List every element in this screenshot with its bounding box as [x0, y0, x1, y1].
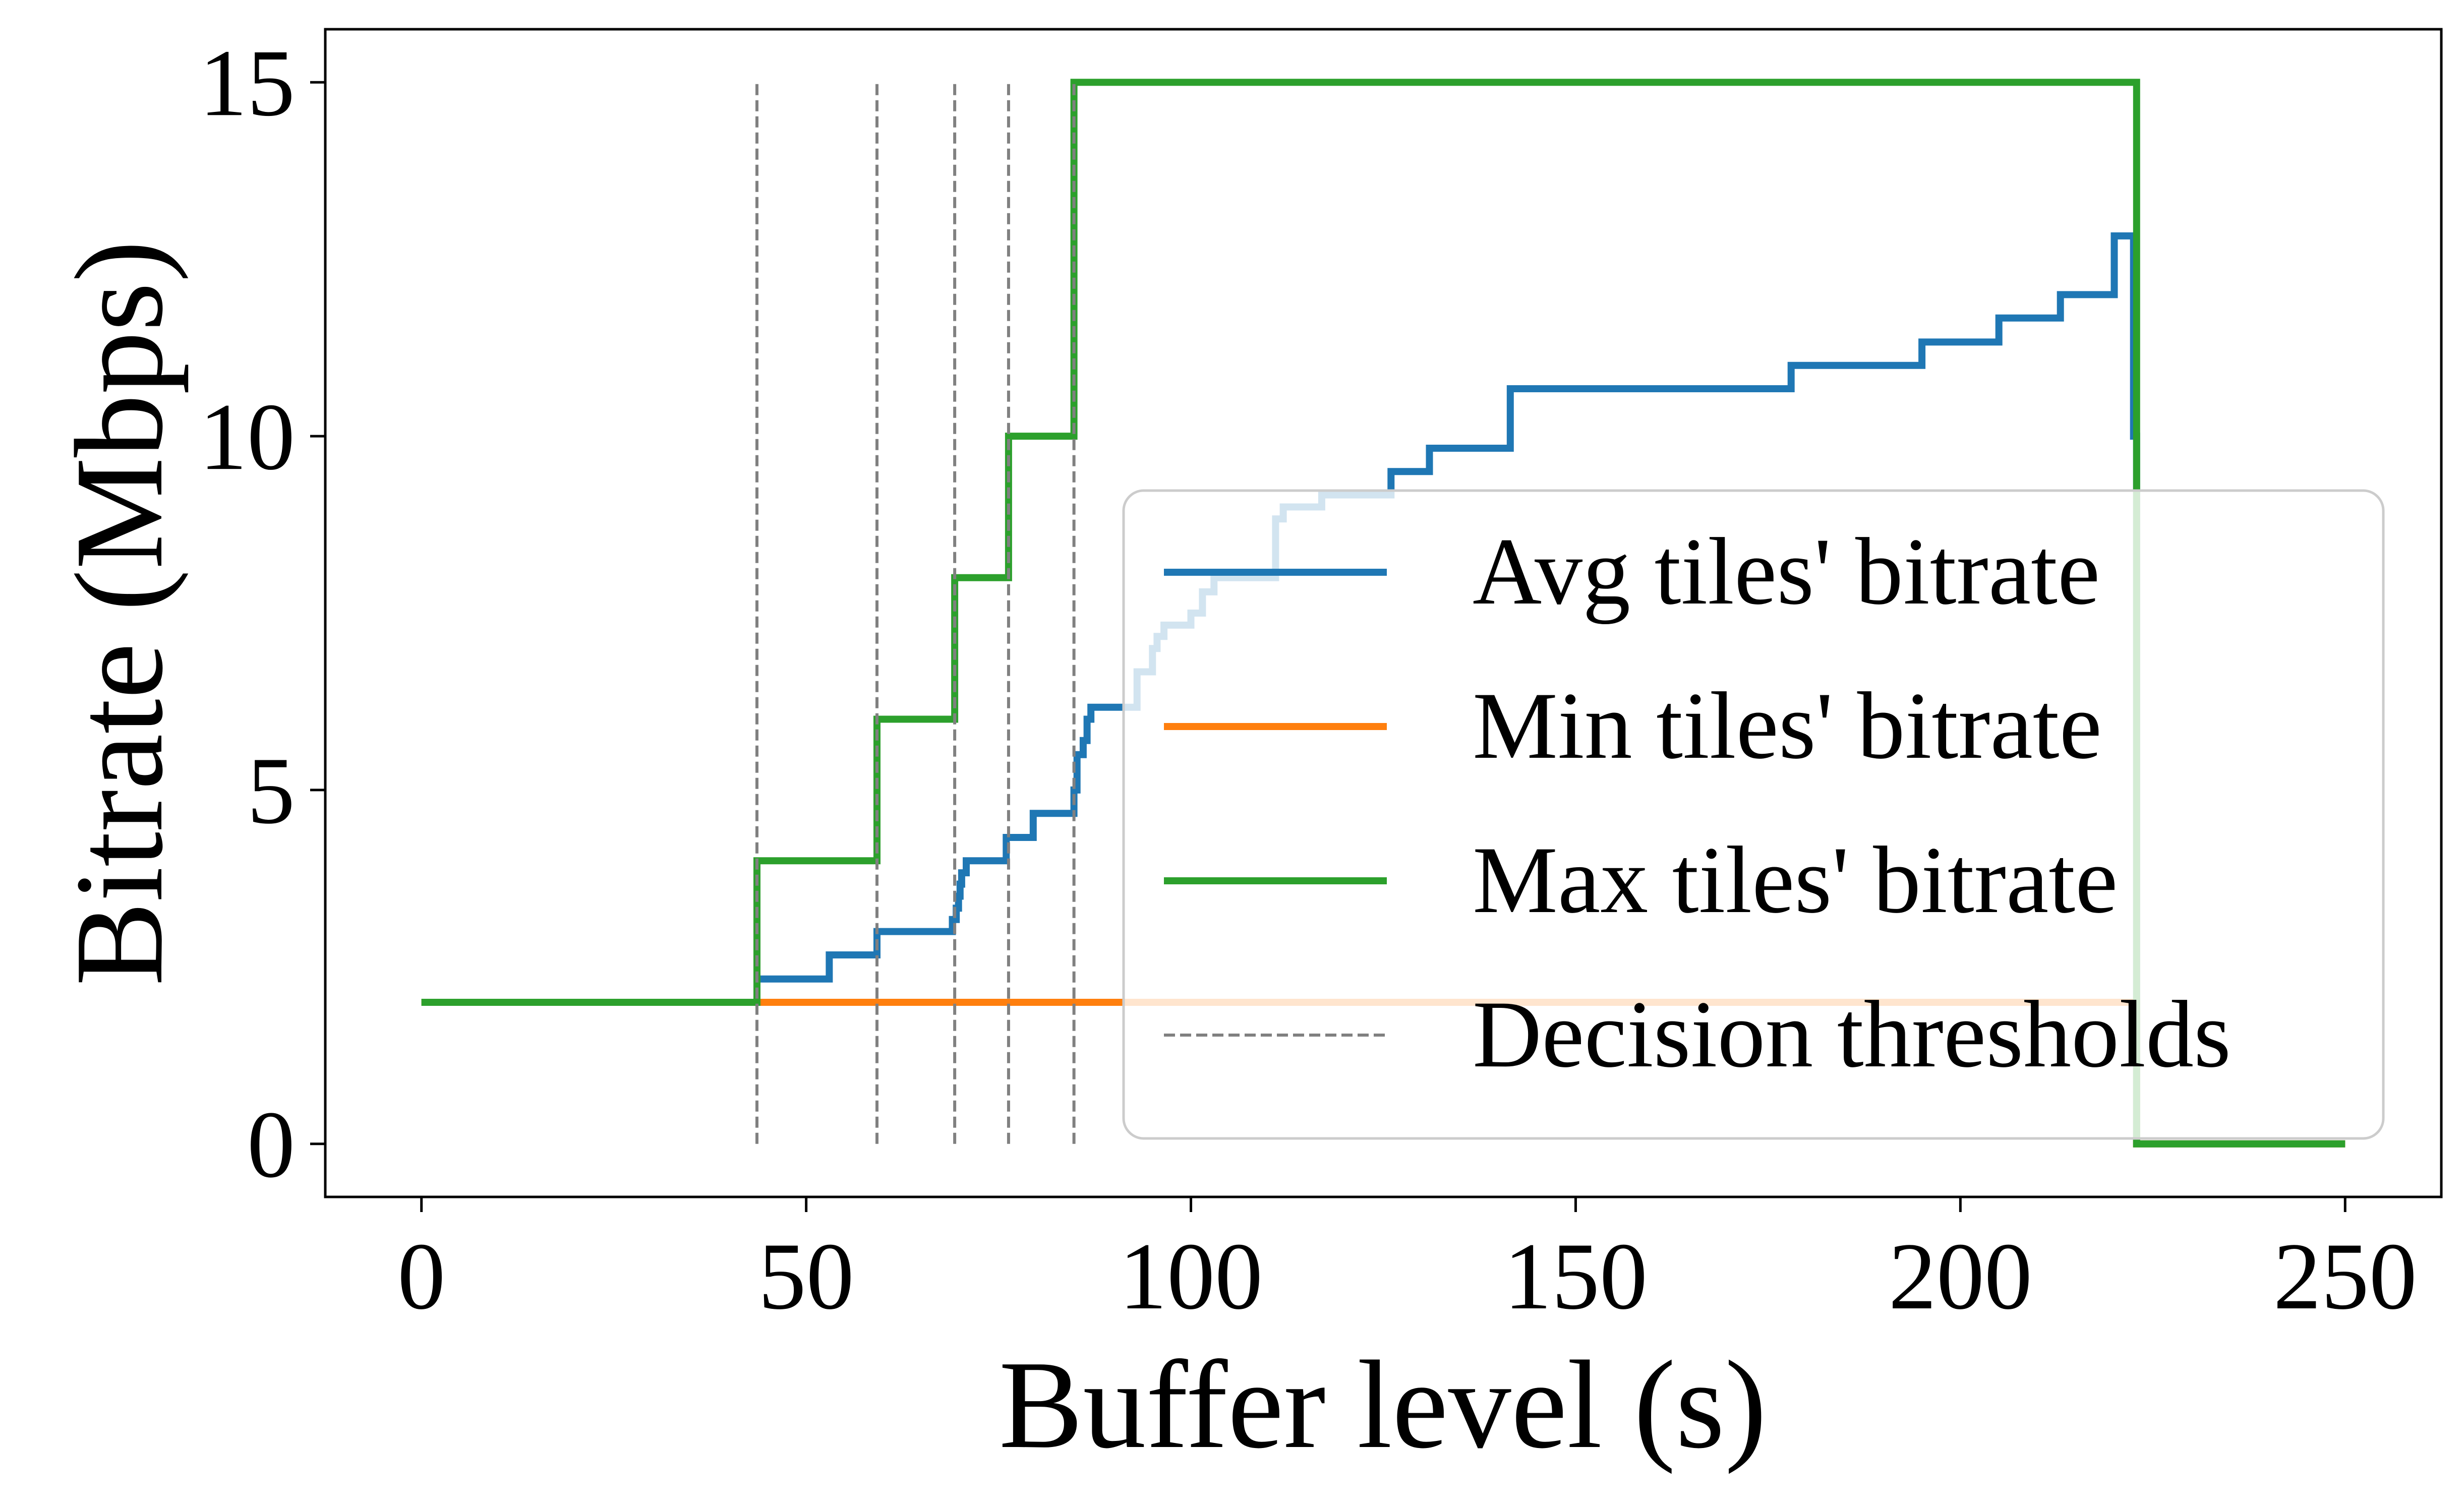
legend-label: Decision thresholds: [1473, 982, 2231, 1088]
plot-frame: [324, 28, 2443, 1198]
x-tick-label: 0: [397, 1224, 445, 1330]
legend-label: Min tiles' bitrate: [1473, 673, 2102, 779]
legend-label: Avg tiles' bitrate: [1473, 519, 2100, 625]
x-axis-title: Buffer level (s): [999, 1335, 1767, 1475]
legend: Avg tiles' bitrate Min tiles' bitrate Max …: [1122, 489, 2385, 1140]
legend-label: Max tiles' bitrate: [1473, 827, 2118, 933]
y-tick-label: 10: [199, 384, 295, 490]
y-axis-ticks: 0 5 10 15: [199, 30, 325, 1198]
series-line-max-tiles-bitrate: [421, 79, 2345, 1148]
y-axis-title: Bitrate (Mbps): [49, 240, 189, 986]
legend-entry-avg-tiles-bitrate: Avg tiles' bitrate: [1164, 519, 2100, 625]
y-tick-label: 15: [199, 30, 295, 136]
x-tick-label: 250: [2273, 1224, 2417, 1330]
x-tick-label: 50: [758, 1224, 854, 1330]
legend-box: [1122, 489, 2385, 1140]
legend-entry-max-tiles-bitrate: Max tiles' bitrate: [1164, 827, 2118, 933]
legend-entry-decision-thresholds: Decision thresholds: [1164, 982, 2231, 1088]
y-tick-label: 5: [247, 738, 295, 844]
x-tick-label: 100: [1119, 1224, 1263, 1330]
x-axis-ticks: 0 50 100 150 200 250: [397, 1197, 2417, 1330]
y-tick-label: 0: [247, 1092, 295, 1198]
legend-entry-min-tiles-bitrate: Min tiles' bitrate: [1164, 673, 2102, 779]
x-tick-label: 150: [1504, 1224, 1648, 1330]
x-tick-label: 200: [1889, 1224, 2032, 1330]
